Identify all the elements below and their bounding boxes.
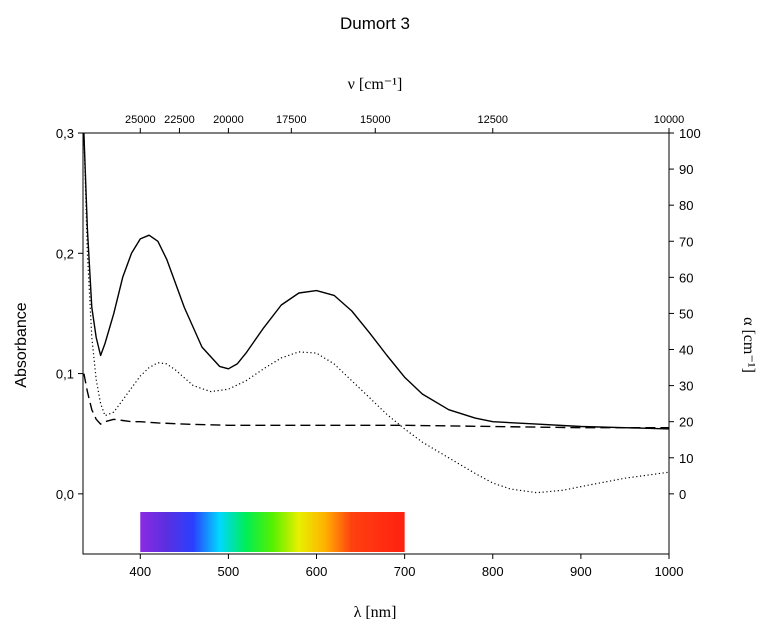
series-line-dotted (83, 133, 669, 494)
left-axis-label: Absorbance (13, 302, 30, 387)
series-line-dashed (83, 373, 669, 429)
right-axis-label: α [cm⁻¹] (740, 317, 757, 373)
right-tick-label: 90 (679, 162, 693, 177)
top-tick-label: 25000 (125, 114, 156, 126)
right-tick-label: 80 (679, 198, 693, 213)
visible-spectrum-band (140, 512, 405, 552)
right-tick-label: 40 (679, 343, 693, 358)
x-tick-label: 700 (394, 564, 416, 579)
axes-layer: 400 500 600 700 800 900 1000 0,0 0,1 0,2 0,3 0 10 20 3… (56, 114, 701, 579)
x-tick-label: 500 (218, 564, 240, 579)
right-tick-label: 20 (679, 415, 693, 430)
chart-title: Dumort 3 (340, 14, 410, 33)
x-tick-label: 1000 (655, 564, 684, 579)
x-tick-label: 400 (129, 564, 151, 579)
series-layer (83, 133, 669, 494)
top-tick-label: 10000 (654, 114, 685, 126)
right-tick-label: 70 (679, 234, 693, 249)
x-tick-label: 600 (306, 564, 328, 579)
plot-frame (82, 132, 670, 555)
left-tick-label: 0,3 (56, 126, 74, 141)
right-tick-label: 10 (679, 451, 693, 466)
top-tick-label: 15000 (360, 114, 391, 126)
right-tick-label: 100 (679, 126, 701, 141)
left-tick-label: 0,0 (56, 487, 74, 502)
top-tick-label: 17500 (276, 114, 307, 126)
left-tick-label: 0,2 (56, 246, 74, 261)
right-tick-label: 0 (679, 487, 686, 502)
right-tick-label: 30 (679, 379, 693, 394)
right-tick-label: 60 (679, 270, 693, 285)
top-tick-label: 12500 (477, 114, 508, 126)
left-tick-label: 0,1 (56, 367, 74, 382)
top-axis-label: ν [cm⁻¹] (348, 76, 403, 93)
x-axis-label: λ [nm] (354, 604, 397, 621)
x-tick-label: 900 (570, 564, 592, 579)
series-line-solid (83, 133, 669, 430)
top-tick-label: 22500 (164, 114, 195, 126)
top-tick-label: 20000 (213, 114, 244, 126)
x-tick-label: 800 (482, 564, 504, 579)
right-tick-label: 50 (679, 306, 693, 321)
